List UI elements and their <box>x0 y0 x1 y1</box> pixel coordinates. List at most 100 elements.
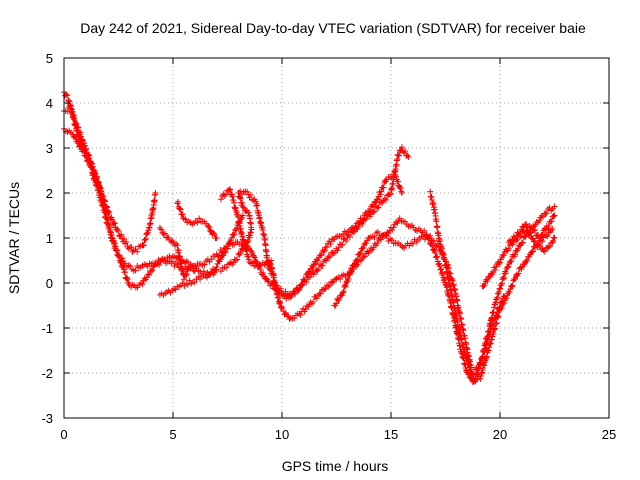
data-point <box>275 294 282 301</box>
data-point <box>277 299 284 306</box>
data-point <box>550 234 557 241</box>
data-point <box>393 173 400 180</box>
x-tick-label: 0 <box>60 427 67 442</box>
tick-layer: 0 5 10 15 20 25 -3 -2 -1 0 1 2 3 4 5 <box>41 51 616 442</box>
data-point <box>409 240 416 247</box>
data-point <box>486 273 493 280</box>
data-point <box>470 370 477 377</box>
data-point <box>246 213 253 220</box>
data-point <box>536 242 543 249</box>
data-point <box>111 220 118 227</box>
data-point <box>366 213 373 220</box>
data-point <box>79 136 86 143</box>
data-point <box>319 262 326 269</box>
data-point <box>498 282 505 289</box>
data-point <box>80 148 87 155</box>
data-point <box>106 227 113 234</box>
data-point <box>103 203 110 210</box>
series-track-13 <box>427 188 508 377</box>
data-point <box>481 282 488 289</box>
data-point <box>286 316 293 323</box>
data-point <box>77 129 84 136</box>
data-point <box>211 231 218 238</box>
data-point <box>75 140 82 147</box>
data-point <box>245 253 252 260</box>
data-point <box>336 296 343 303</box>
data-point <box>328 278 335 285</box>
data-point <box>441 256 448 263</box>
data-point <box>432 249 439 256</box>
data-point <box>146 271 153 278</box>
data-point <box>515 230 522 237</box>
data-point <box>223 264 230 271</box>
data-point <box>238 199 245 206</box>
data-point <box>81 140 88 147</box>
x-tick-label: 5 <box>169 427 176 442</box>
data-point <box>500 275 507 282</box>
data-point <box>359 245 366 252</box>
data-point <box>254 202 261 209</box>
data-point <box>438 266 445 273</box>
data-point <box>239 212 246 219</box>
data-point <box>356 251 363 258</box>
data-point <box>104 204 111 211</box>
data-point <box>506 289 513 296</box>
data-point <box>317 290 324 297</box>
data-point <box>89 172 96 179</box>
data-point <box>348 268 355 275</box>
data-point <box>529 248 536 255</box>
data-point <box>421 227 428 234</box>
data-point <box>96 190 103 197</box>
data-point <box>231 231 238 238</box>
data-point <box>433 253 440 260</box>
data-point <box>535 241 542 248</box>
data-point <box>429 238 436 245</box>
data-point <box>480 282 487 289</box>
data-point <box>519 239 526 246</box>
data-point <box>310 298 317 305</box>
data-point <box>227 186 234 193</box>
data-point <box>487 340 494 347</box>
x-axis-label: GPS time / hours <box>282 458 389 474</box>
data-point <box>134 248 141 255</box>
data-point <box>543 210 550 217</box>
data-point <box>494 309 501 316</box>
data-point <box>179 211 186 218</box>
data-point <box>460 326 467 333</box>
data-point <box>375 204 382 211</box>
data-point <box>71 114 78 121</box>
data-point <box>372 199 379 206</box>
data-point <box>491 326 498 333</box>
data-point <box>442 281 449 288</box>
data-point <box>110 237 117 244</box>
data-point <box>99 201 106 208</box>
data-point <box>176 205 183 212</box>
data-point <box>221 192 228 199</box>
data-point <box>437 266 444 273</box>
data-point <box>482 345 489 352</box>
data-point <box>363 240 370 247</box>
data-point <box>359 220 366 227</box>
data-point <box>329 279 336 286</box>
data-point <box>94 183 101 190</box>
data-point <box>295 287 302 294</box>
data-point <box>194 219 201 226</box>
data-point <box>340 289 347 296</box>
data-point <box>354 256 361 263</box>
series-track-6 <box>174 198 220 242</box>
y-tick-label: 0 <box>46 276 53 291</box>
data-point <box>201 261 208 268</box>
data-point <box>128 243 135 250</box>
data-point <box>479 355 486 362</box>
data-point <box>485 347 492 354</box>
data-point <box>161 230 168 237</box>
data-point <box>333 300 340 307</box>
data-point <box>70 112 77 119</box>
data-point <box>338 292 345 299</box>
data-point <box>521 221 528 228</box>
data-point <box>396 215 403 222</box>
data-point <box>549 226 556 232</box>
data-point <box>430 237 437 244</box>
data-point <box>433 218 440 225</box>
data-point <box>493 263 500 270</box>
